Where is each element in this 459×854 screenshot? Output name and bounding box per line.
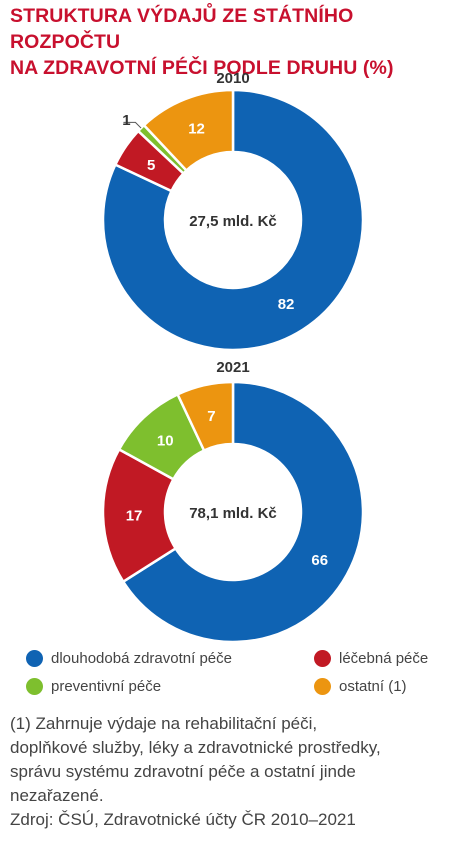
data-label-ostatni: 12 <box>188 120 205 137</box>
legend-swatch-ostatni <box>314 678 331 695</box>
footnote-line-3: správu systému zdravotní péče a ostatní … <box>10 762 356 781</box>
data-label-ostatni: 7 <box>207 408 215 425</box>
leader-line-preventivni <box>123 121 142 129</box>
chart-title-line-1: STRUKTURA VÝDAJŮ ZE STÁTNÍHO ROZPOČTU <box>10 5 354 53</box>
donut-chart-2010: 2010 82 5 1 12 27,5 mld. Kč <box>101 70 365 352</box>
data-label-preventivni: 10 <box>157 432 174 449</box>
footnote-line-4: nezařazené. <box>10 786 104 805</box>
footnote-line-2: doplňkové služby, léky a zdravotnické pr… <box>10 738 381 757</box>
center-total-label: 78,1 mld. Kč <box>189 505 277 522</box>
data-label-lecebna: 5 <box>147 157 155 174</box>
data-label-dlouhodoba: 82 <box>278 296 295 313</box>
chart-title: STRUKTURA VÝDAJŮ ZE STÁTNÍHO ROZPOČTU NA… <box>10 3 455 81</box>
footnote-line-1: (1) Zahrnuje výdaje na rehabilitační péč… <box>10 714 318 733</box>
legend-swatch-lecebna <box>314 650 331 667</box>
legend-label-preventivni: preventivní péče <box>51 678 162 695</box>
source-note: Zdroj: ČSÚ, Zdravotnické účty ČR 2010–20… <box>10 810 356 829</box>
legend-item-preventivni: preventivní péče <box>26 678 161 695</box>
legend-item-lecebna: léčebná péče <box>314 650 428 667</box>
legend-item-ostatni: ostatní (1) <box>314 678 407 695</box>
legend-item-dlouhodoba: dlouhodobá zdravotní péče <box>26 650 232 667</box>
footnote: (1) Zahrnuje výdaje na rehabilitační péč… <box>10 712 455 832</box>
legend-label-ostatni: ostatní (1) <box>339 678 407 695</box>
slice-ostatni <box>175 380 235 453</box>
center-total-label: 27,5 mld. Kč <box>189 213 277 230</box>
slice-dlouhodoba <box>101 88 365 352</box>
data-label-lecebna: 17 <box>126 508 143 525</box>
legend-swatch-dlouhodoba <box>26 650 43 667</box>
legend: dlouhodobá zdravotní péče léčebná péče p… <box>26 650 456 700</box>
legend-label-dlouhodoba: dlouhodobá zdravotní péče <box>51 650 232 667</box>
donut-charts: 2010 82 5 1 12 27,5 mld. Kč 2021 66 17 10 7 78,1 ml… <box>101 70 365 644</box>
chart-title-line-2: NA ZDRAVOTNÍ PÉČI PODLE DRUHU (%) <box>10 57 394 79</box>
chart-year-label: 2021 <box>216 359 249 376</box>
donut-chart-2021: 2021 66 17 10 7 78,1 mld. Kč <box>101 359 365 644</box>
legend-label-lecebna: léčebná péče <box>339 650 429 667</box>
slice-dlouhodoba <box>121 380 365 644</box>
slice-ostatni <box>142 88 235 173</box>
legend-swatch-preventivni <box>26 678 43 695</box>
data-label-dlouhodoba: 66 <box>311 552 328 569</box>
data-label-preventivni: 1 <box>122 112 130 129</box>
chart-year-label: 2010 <box>216 70 249 87</box>
